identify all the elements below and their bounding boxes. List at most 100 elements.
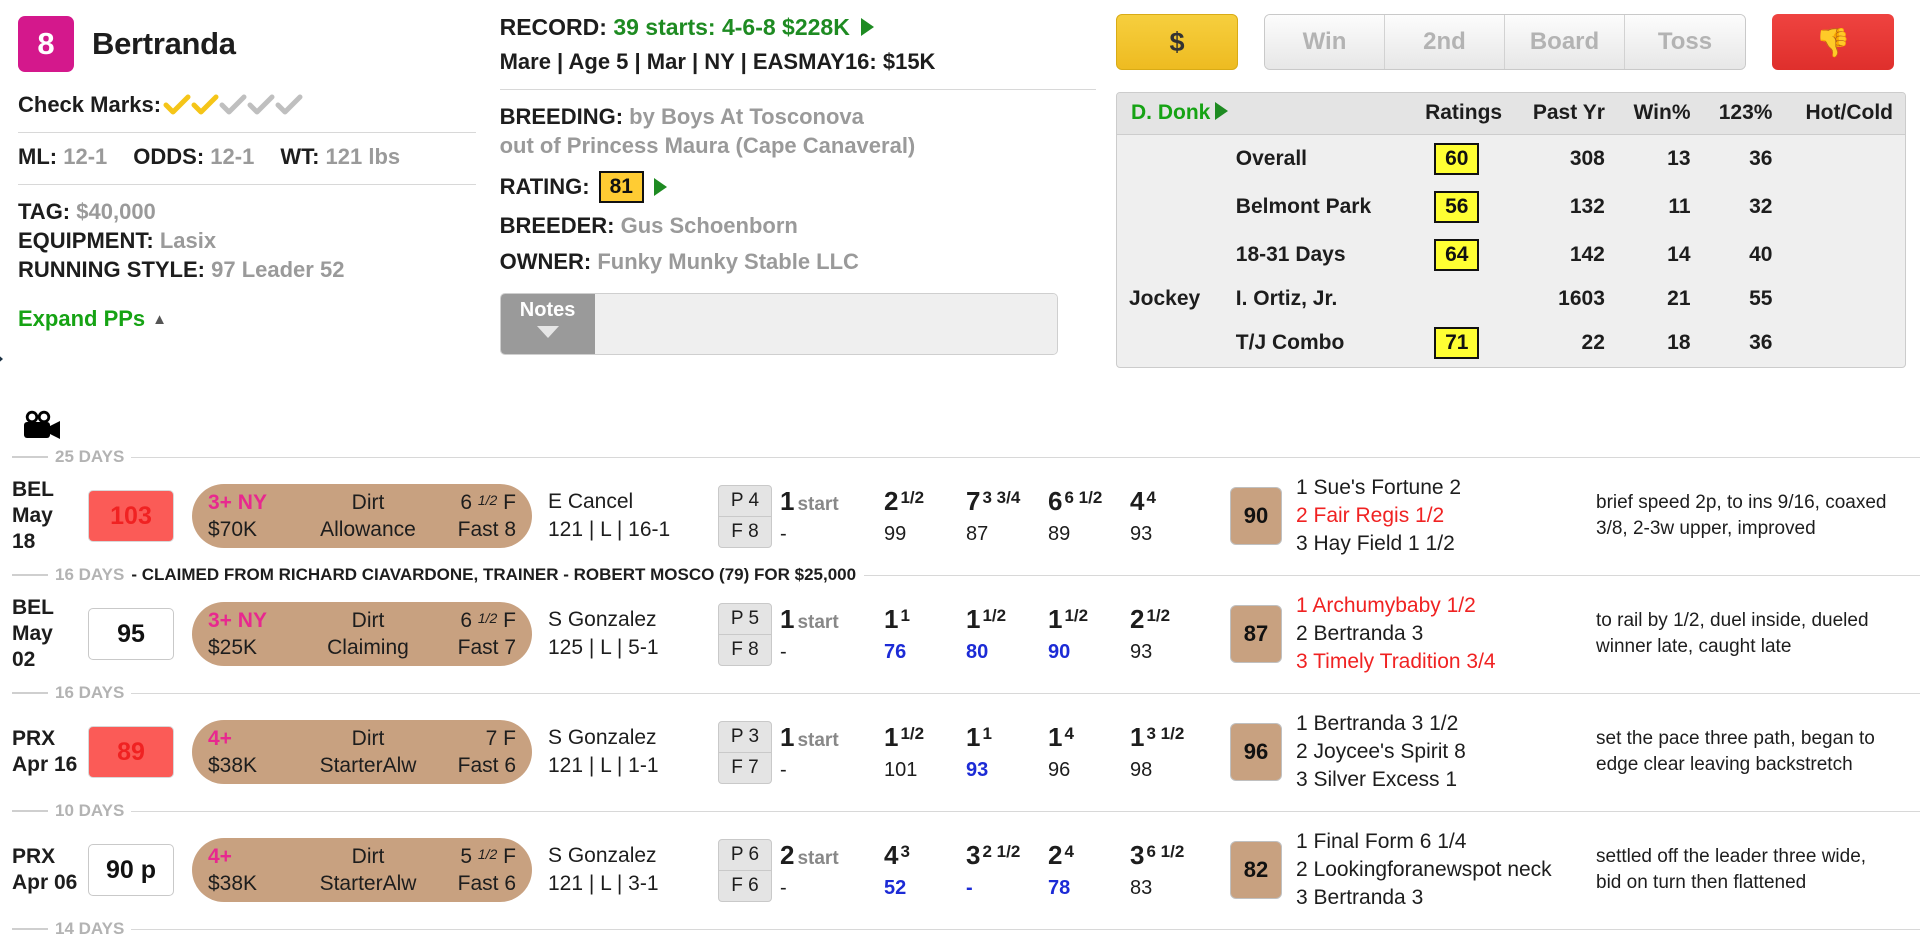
jockey-name: E Cancel (548, 489, 634, 513)
jockey-block: S Gonzalez 121 | L | 3-1 (548, 842, 708, 899)
jockey-weight-odds: 125 | L | 5-1 (548, 636, 659, 659)
expand-pps-link[interactable]: Expand PPs (18, 306, 146, 332)
tag-value: $40,000 (76, 199, 156, 224)
pace-figure-badge[interactable]: 96 (1230, 723, 1282, 781)
running-line: 1 start -1 1 76 1 1/2 80 1 1/2 90 2 1/2 93 (780, 603, 1212, 665)
rating-value-box[interactable]: 81 (598, 170, 644, 203)
call-lengths: 1/2 (1064, 606, 1089, 626)
table-row: Belmont Park 56 132 11 32 (1117, 183, 1905, 231)
sep-line (131, 692, 1920, 694)
race-track-date: BEL May 02 (12, 595, 78, 674)
call-figure: 96 (1048, 758, 1071, 781)
tab-board[interactable]: Board (1505, 15, 1625, 69)
sep-line (131, 928, 1920, 930)
call-position: 1 1 93 (966, 721, 1048, 783)
rating-expand-icon[interactable] (653, 177, 667, 196)
stats-past-yr: 1603 (1558, 287, 1605, 310)
divider-1 (18, 132, 476, 133)
race-conditions-pill[interactable]: 4+ $38K Dirt StarterAlw 5 1/2 F Fast 6 (192, 838, 532, 902)
thumbs-down-button[interactable]: 👎 (1772, 14, 1894, 70)
video-row (0, 410, 1920, 444)
expand-pps-row[interactable]: Expand PPs ▲ (18, 306, 476, 332)
notes-textarea[interactable] (594, 293, 1057, 354)
pace-figure-badge[interactable]: 90 (1230, 487, 1282, 545)
pace-figure-badge[interactable]: 82 (1230, 841, 1282, 899)
trainer-stats-panel: $ Win 2nd Board Toss 👎 D. Donk (1106, 0, 1920, 410)
trainer-name-header[interactable]: D. Donk (1117, 93, 1406, 135)
race-conditions-pill[interactable]: 3+ NY $70K Dirt Allowance 6 1/2 F Fast 8 (192, 484, 532, 548)
odds-label: ODDS: (133, 144, 205, 169)
tab-win[interactable]: Win (1265, 15, 1385, 69)
chevron-up-icon[interactable]: ▲ (152, 310, 168, 328)
breeder-row: BREEDER: Gus Schoenborn (500, 213, 1096, 239)
call-pos: 1 (1130, 722, 1145, 753)
selection-arrow-icon (0, 340, 3, 378)
tab-toss[interactable]: Toss (1625, 15, 1745, 69)
owner-value: Funky Munky Stable LLC (597, 248, 859, 274)
distance: 5 1/2 F (460, 844, 516, 868)
stats-win-pct: 11 (1668, 195, 1691, 218)
race-track-date: BEL May 18 (12, 477, 78, 556)
program-number-badge[interactable]: 8 (18, 16, 74, 72)
race-conditions-pill[interactable]: 3+ NY $25K Dirt Claiming 6 1/2 F Fast 7 (192, 602, 532, 666)
call-figure: 80 (966, 640, 989, 663)
stats-side-label (1117, 135, 1226, 184)
stats-side-label (1117, 231, 1226, 279)
finisher: 1 Sue's Fortune 2 (1296, 476, 1462, 500)
weight-label: WT: (280, 144, 320, 169)
check-icon-4 (247, 92, 275, 118)
track-code: PRX (12, 726, 56, 750)
record-value: 39 starts: 4-6-8 $228K (613, 14, 850, 40)
record-label: RECORD: (499, 14, 607, 40)
call-pos: 1 (966, 604, 981, 635)
jockey-block: S Gonzalez 125 | L | 5-1 (548, 606, 708, 663)
jockey-weight-odds: 121 | L | 3-1 (548, 872, 659, 895)
trainer-expand-icon[interactable] (1215, 102, 1229, 120)
call-lengths: 2 1/2 (982, 842, 1021, 862)
days-off-label: 16 DAYS (55, 565, 125, 584)
movie-camera-icon[interactable] (20, 410, 64, 449)
horse-name[interactable]: Bertranda (92, 26, 236, 61)
call-label: start (797, 730, 839, 752)
call-pos: 3 (1130, 840, 1145, 871)
age-restriction: 3+ NY (208, 490, 267, 514)
call-position: 4 4 93 (1130, 485, 1212, 547)
days-off-label: 25 DAYS (55, 447, 125, 466)
jockey-name: S Gonzalez (548, 843, 657, 867)
sep-line (131, 456, 1920, 458)
trip-comment: settled off the leader three wide, bid o… (1596, 846, 1867, 893)
speed-figure-badge[interactable]: 90 p (88, 844, 174, 896)
top-finishers: 1 Archumybaby 1/2 2 Bertranda 3 3 Timely T… (1296, 592, 1576, 676)
tab-2nd[interactable]: 2nd (1385, 15, 1505, 69)
pp-race-row[interactable]: PRX Apr 06 90 p 4+ $38K Dirt StarterAlw 5 1/2 F… (0, 824, 1920, 916)
rating-badge: 60 (1434, 143, 1480, 175)
money-button[interactable]: $ (1116, 14, 1238, 70)
owner-row: OWNER: Funky Munky Stable LLC (500, 249, 1096, 275)
call-lengths: 3 1/2 (1146, 724, 1185, 744)
pace-figure-badge[interactable]: 87 (1230, 605, 1282, 663)
purse: $38K (208, 754, 258, 777)
field-size: F 6 (731, 874, 759, 896)
call-position: 4 3 52 (884, 839, 966, 901)
finisher: 3 Silver Excess 1 (1296, 767, 1458, 791)
race-type: Allowance (320, 518, 416, 541)
call-figure: 76 (884, 640, 907, 663)
speed-figure-badge[interactable]: 89 (88, 726, 174, 778)
rating-label: RATING: (499, 173, 590, 199)
call-lengths: 4 (1146, 488, 1156, 508)
race-track-date: PRX Apr 06 (12, 844, 78, 897)
race-conditions-pill[interactable]: 4+ $38K Dirt StarterAlw 7 F Fast 6 (192, 720, 532, 784)
speed-figure-badge[interactable]: 103 (88, 490, 174, 542)
chevron-down-icon[interactable] (536, 325, 559, 338)
pp-race-row[interactable]: BEL May 18 103 3+ NY $70K Dirt Allowance 6 1/2 … (0, 470, 1920, 562)
notes-panel[interactable]: Notes (499, 292, 1058, 355)
record-expand-icon[interactable] (861, 18, 875, 36)
notes-tab[interactable]: Notes (500, 293, 595, 354)
speed-figure-badge[interactable]: 95 (88, 608, 174, 660)
rating-badge: 71 (1434, 327, 1480, 359)
stats-body: Overall 60 308 13 36 Belmont Park 56 132 (1117, 135, 1905, 368)
pp-race-row[interactable]: PRX Apr 16 89 4+ $38K Dirt StarterAlw 7 F Fast 6… (0, 706, 1920, 798)
